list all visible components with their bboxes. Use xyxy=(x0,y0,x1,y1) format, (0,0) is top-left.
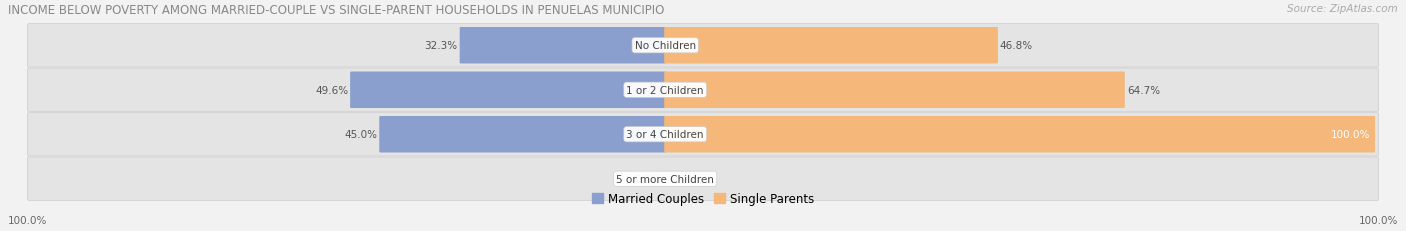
FancyBboxPatch shape xyxy=(664,116,1375,153)
Text: 100.0%: 100.0% xyxy=(1358,215,1398,225)
Text: 46.8%: 46.8% xyxy=(1000,41,1033,51)
Text: 45.0%: 45.0% xyxy=(344,130,377,140)
Text: 0.0%: 0.0% xyxy=(671,174,696,184)
Text: INCOME BELOW POVERTY AMONG MARRIED-COUPLE VS SINGLE-PARENT HOUSEHOLDS IN PENUELA: INCOME BELOW POVERTY AMONG MARRIED-COUPL… xyxy=(8,4,665,17)
Text: Source: ZipAtlas.com: Source: ZipAtlas.com xyxy=(1288,4,1398,14)
Text: 0.0%: 0.0% xyxy=(634,174,661,184)
FancyBboxPatch shape xyxy=(28,24,1378,68)
FancyBboxPatch shape xyxy=(664,72,1125,109)
FancyBboxPatch shape xyxy=(350,72,666,109)
FancyBboxPatch shape xyxy=(664,28,998,64)
Text: 1 or 2 Children: 1 or 2 Children xyxy=(627,85,704,95)
FancyBboxPatch shape xyxy=(28,69,1378,112)
Legend: Married Couples, Single Parents: Married Couples, Single Parents xyxy=(589,190,817,207)
Text: 100.0%: 100.0% xyxy=(1330,130,1369,140)
Text: 64.7%: 64.7% xyxy=(1126,85,1160,95)
FancyBboxPatch shape xyxy=(460,28,666,64)
Text: 3 or 4 Children: 3 or 4 Children xyxy=(627,130,704,140)
Text: 49.6%: 49.6% xyxy=(315,85,349,95)
FancyBboxPatch shape xyxy=(380,116,666,153)
Text: 5 or more Children: 5 or more Children xyxy=(616,174,714,184)
FancyBboxPatch shape xyxy=(28,157,1378,201)
Text: 32.3%: 32.3% xyxy=(425,41,458,51)
Text: 100.0%: 100.0% xyxy=(8,215,48,225)
FancyBboxPatch shape xyxy=(28,113,1378,156)
Text: No Children: No Children xyxy=(634,41,696,51)
